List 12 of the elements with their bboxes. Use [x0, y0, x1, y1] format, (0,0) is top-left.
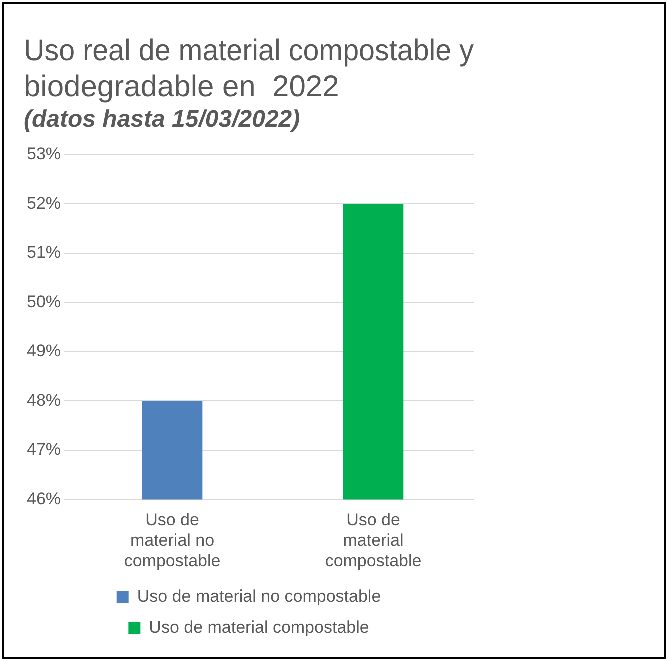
legend-label: Uso de material compostable [149, 618, 370, 638]
y-tick-label: 53% [26, 144, 62, 164]
y-tick-label: 48% [26, 390, 62, 410]
y-tick-label: 51% [26, 243, 62, 262]
y-tick-label: 50% [26, 292, 62, 312]
chart-title: Uso real de material compostable y biodegradable en 2022 [24, 34, 474, 104]
y-tick-label: 47% [26, 440, 62, 460]
legend-label: Uso de material no compostable [137, 587, 382, 606]
chart-subtitle: (datos hasta 15/03/2022) [24, 106, 300, 134]
y-tick-label: 52% [26, 194, 62, 213]
y-tick-label: 46% [26, 489, 62, 508]
y-tick-label: 49% [26, 342, 62, 361]
